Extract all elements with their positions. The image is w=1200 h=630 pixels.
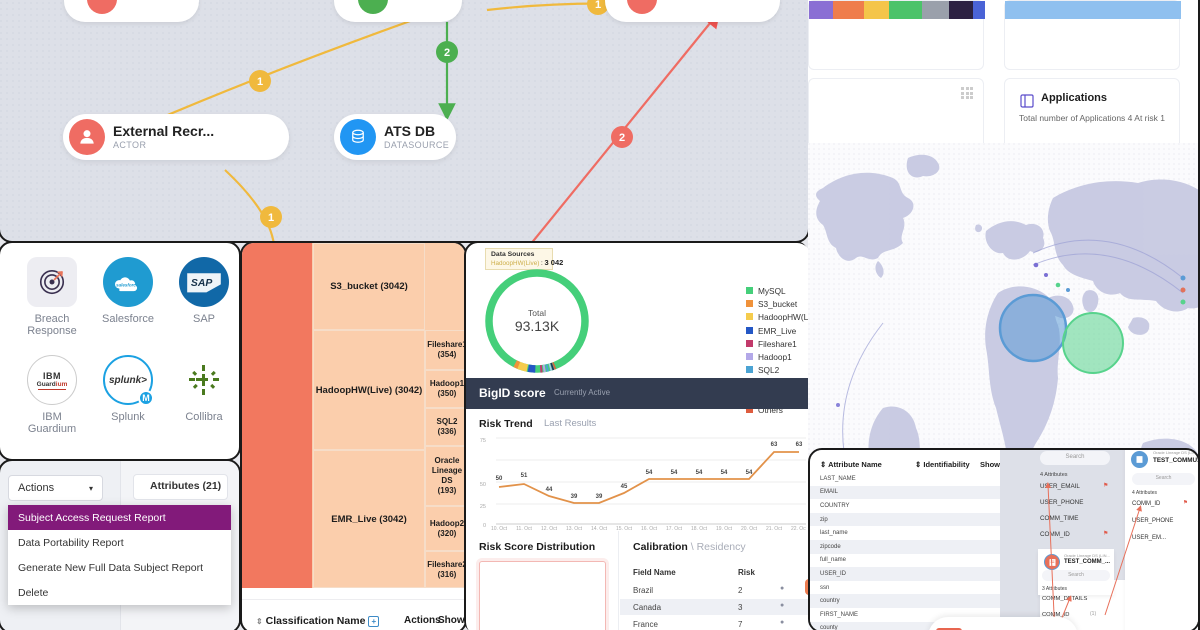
svg-text:54: 54 bbox=[671, 470, 678, 476]
svg-text:SAP: SAP bbox=[191, 278, 212, 289]
svg-text:54: 54 bbox=[746, 470, 753, 476]
svg-text:50: 50 bbox=[480, 482, 486, 488]
svg-text:44: 44 bbox=[546, 487, 553, 493]
svg-text:51: 51 bbox=[521, 473, 528, 479]
svg-text:2: 2 bbox=[444, 47, 450, 59]
svg-text:63: 63 bbox=[796, 442, 803, 448]
svg-text:2: 2 bbox=[619, 132, 625, 144]
svg-text:39: 39 bbox=[596, 494, 603, 500]
svg-text:salesforce: salesforce bbox=[116, 282, 139, 287]
svg-text:1: 1 bbox=[268, 212, 274, 224]
svg-text:50: 50 bbox=[496, 476, 503, 482]
svg-text:54: 54 bbox=[696, 470, 703, 476]
svg-text:75: 75 bbox=[480, 438, 486, 444]
svg-text:54: 54 bbox=[646, 470, 653, 476]
svg-text:39: 39 bbox=[571, 494, 578, 500]
svg-text:63: 63 bbox=[771, 442, 778, 448]
svg-text:1: 1 bbox=[257, 76, 263, 88]
svg-text:1: 1 bbox=[595, 0, 601, 11]
svg-text:45: 45 bbox=[621, 484, 628, 490]
svg-text:54: 54 bbox=[721, 470, 728, 476]
svg-text:25: 25 bbox=[480, 504, 486, 510]
svg-text:0: 0 bbox=[483, 523, 486, 529]
